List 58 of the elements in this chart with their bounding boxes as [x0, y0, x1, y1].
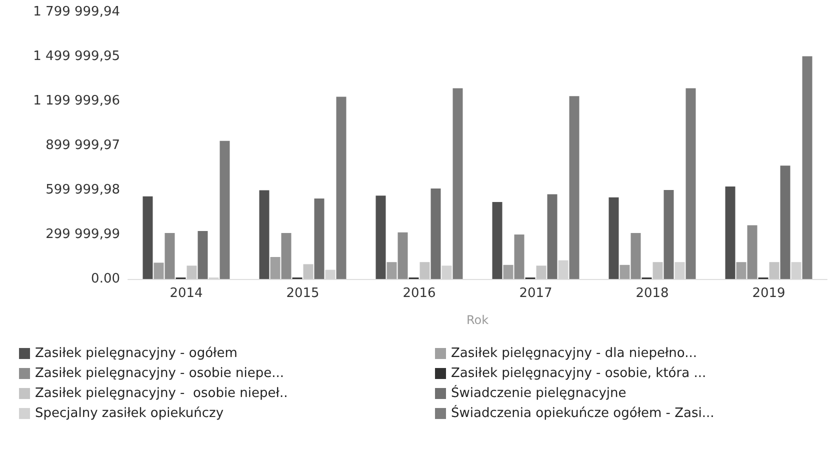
bar	[736, 262, 746, 279]
bar	[270, 257, 280, 279]
x-tick-label: 2017	[519, 286, 552, 301]
bar	[503, 264, 514, 279]
bar	[608, 197, 619, 279]
x-tick-label: 2016	[402, 286, 436, 301]
x-tick-label: 2015	[286, 286, 320, 301]
bar	[652, 262, 663, 279]
bar	[164, 233, 175, 279]
bar	[802, 56, 812, 279]
bar	[686, 88, 696, 279]
legend-label: Zasiłek pielęgnacyjny - osobie, która ...	[451, 366, 706, 381]
bar	[725, 186, 736, 279]
legend-label: Zasiłek pielęgnacyjny - dla niepełno...	[451, 346, 697, 361]
y-tick-label: 1 799 999,94	[33, 4, 120, 20]
bar	[198, 230, 208, 279]
bar	[420, 262, 430, 279]
bar	[303, 264, 314, 279]
legend-label: Specjalny zasiłek opiekuńczy	[35, 406, 224, 421]
bar	[220, 140, 230, 279]
y-tick-label: 899 999,97	[46, 138, 120, 153]
y-tick-label: 0.00	[91, 272, 120, 286]
bar	[376, 196, 386, 279]
x-tick-label: 2014	[170, 286, 203, 301]
y-tick-label: 599 999,98	[46, 182, 120, 198]
bar	[259, 190, 270, 279]
bar	[336, 96, 346, 279]
bar	[154, 262, 164, 279]
bar	[452, 88, 463, 279]
bar	[664, 190, 674, 279]
bar	[430, 188, 441, 279]
bar	[536, 266, 546, 279]
bar	[780, 166, 790, 279]
bar	[314, 198, 324, 279]
y-tick-label: 299 999,99	[46, 227, 120, 242]
legend-label: Zasiłek pielęgnacyjny - ogółem	[35, 346, 238, 361]
bar	[186, 266, 197, 279]
legend-label: Zasiłek pielęgnacyjny - osobie niepe...	[35, 366, 284, 381]
legend-label: Zasiłek pielęgnacyjny - osobie niepeł..	[35, 386, 288, 401]
legend-label: Świadczenia opiekuńcze ogółem - Zasi...	[451, 404, 714, 421]
bar	[398, 232, 408, 279]
y-tick-label: 1 499 999,95	[33, 49, 120, 64]
bar	[630, 233, 641, 279]
x-tick-label: 2019	[752, 286, 786, 301]
bar	[547, 194, 558, 279]
bar	[620, 264, 630, 279]
bar	[747, 225, 758, 279]
bar	[769, 262, 780, 279]
bar	[492, 202, 502, 279]
bar	[569, 96, 580, 279]
bar	[514, 234, 524, 279]
legend-label: Świadczenie pielęgnacyjne	[451, 384, 626, 401]
x-tick-label: 2018	[636, 286, 669, 301]
bar	[281, 233, 292, 279]
bar	[386, 262, 397, 279]
x-axis-title: Rok	[466, 313, 489, 327]
bar	[142, 196, 153, 279]
y-tick-label: 1 199 999,96	[33, 94, 120, 108]
